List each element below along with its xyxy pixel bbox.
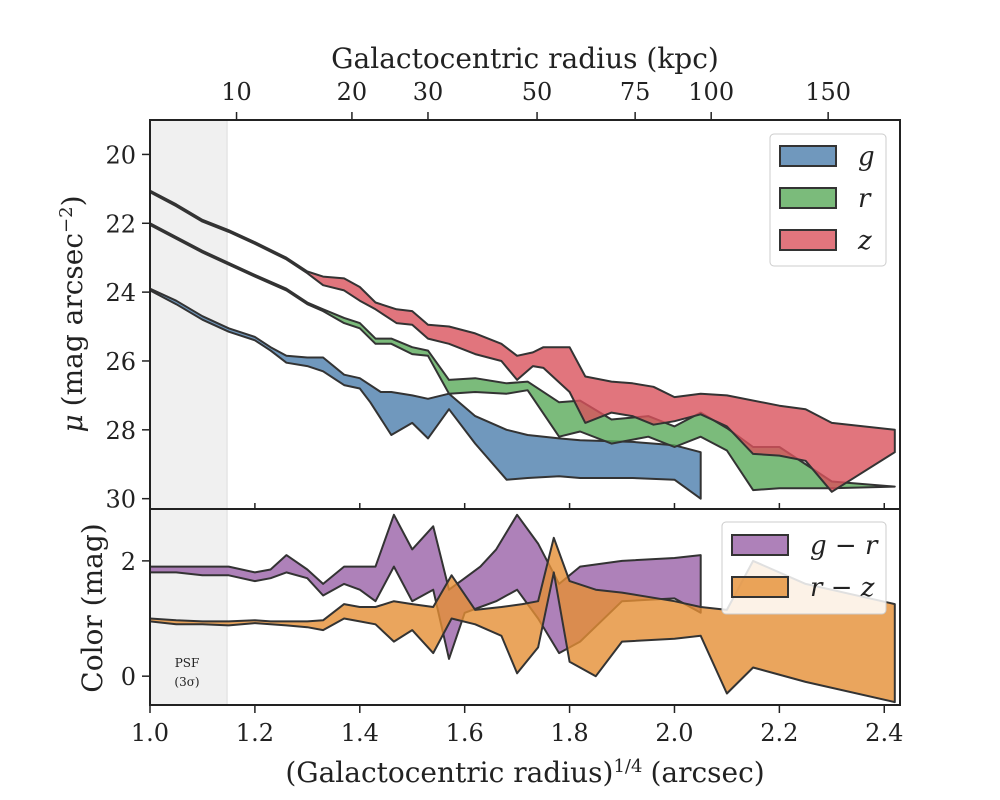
bot-ytick-label: 2 bbox=[121, 548, 136, 576]
bottom-xtick-label: 1.8 bbox=[550, 719, 588, 747]
top-band-z bbox=[149, 189, 896, 493]
bottom-panel-yticks: 02 bbox=[121, 548, 150, 691]
top-ytick-label: 24 bbox=[105, 279, 136, 307]
top-kpc-tick-label: 150 bbox=[805, 78, 851, 106]
top-legend-label: z bbox=[857, 226, 872, 256]
top-panel-ylabel-close: ) bbox=[56, 195, 89, 206]
top-legend-label: r bbox=[858, 184, 872, 214]
top-band-r bbox=[149, 222, 896, 492]
bottom-xtick-label: 1.2 bbox=[236, 719, 274, 747]
top-axis-kpc-ticks: 10 20 30 50 75 100 150 bbox=[221, 78, 851, 120]
bottom-panel-series bbox=[149, 513, 896, 704]
top-kpc-tick-label: 75 bbox=[620, 78, 651, 106]
top-panel-ylabel: μ (mag arcsec−2) bbox=[56, 195, 90, 432]
top-kpc-tick-label: 50 bbox=[522, 78, 553, 106]
top-band-g bbox=[149, 287, 702, 500]
top-panel: 20 22 24 26 28 30 10 20 30 50 75 100 150 Galactocen… bbox=[56, 42, 901, 514]
bottom-xlabel-exponent: 1/4 bbox=[613, 756, 642, 777]
bot-legend-swatch bbox=[731, 534, 789, 556]
top-panel-yticks: 20 22 24 26 28 30 bbox=[105, 141, 150, 514]
bot-legend-label: g − r bbox=[810, 531, 879, 561]
psf-annotation-line1: PSF bbox=[175, 656, 200, 670]
top-axis-label: Galactocentric radius (kpc) bbox=[331, 42, 719, 75]
bottom-xtick-label: 2.2 bbox=[760, 719, 798, 747]
bottom-xlabel-base: (Galactocentric radius) bbox=[285, 756, 613, 789]
top-kpc-tick-label: 10 bbox=[221, 78, 252, 106]
top-panel-ylabel-exponent: −2 bbox=[56, 206, 77, 233]
top-panel-ylabel-unit: (mag arcsec bbox=[56, 233, 89, 406]
bottom-xtick-label: 2.4 bbox=[865, 719, 903, 747]
bottom-xtick-label: 2.0 bbox=[655, 719, 693, 747]
bottom-xtick-label: 1.6 bbox=[446, 719, 484, 747]
top-legend-label: g bbox=[858, 142, 875, 172]
bottom-panel-ylabel: Color (mag) bbox=[76, 523, 109, 692]
top-legend: grz bbox=[769, 133, 887, 267]
bottom-panel-xticks: 1.0 1.2 1.4 1.6 1.8 2.0 2.2 2.4 bbox=[131, 705, 903, 747]
bot-legend-label: r − z bbox=[810, 573, 875, 603]
top-kpc-tick-label: 100 bbox=[688, 78, 734, 106]
top-legend-items: grz bbox=[779, 142, 875, 256]
top-ytick-label: 20 bbox=[105, 141, 136, 169]
bottom-panel-frame bbox=[149, 508, 901, 706]
top-legend-swatch bbox=[779, 187, 837, 209]
bottom-panel-psf-shade bbox=[149, 508, 228, 706]
top-panel-psf-shade bbox=[149, 119, 228, 510]
psf-annotation-line2: (3σ) bbox=[174, 675, 199, 689]
bottom-panel: 02 1.0 1.2 1.4 1.6 1.8 2.0 2.2 2.4 PSF (3σ) Col… bbox=[76, 508, 903, 790]
bottom-xlabel-unit: (arcsec) bbox=[650, 756, 764, 789]
top-legend-swatch bbox=[779, 229, 837, 251]
top-panel-ylabel-symbol: μ bbox=[56, 414, 89, 432]
top-legend-swatch bbox=[779, 145, 837, 167]
bottom-xtick-label: 1.0 bbox=[131, 719, 169, 747]
bot-legend-swatch bbox=[731, 576, 789, 598]
bottom-xtick-label: 1.4 bbox=[341, 719, 379, 747]
top-kpc-tick-label: 30 bbox=[413, 78, 444, 106]
top-ytick-label: 28 bbox=[105, 417, 136, 445]
top-ytick-label: 22 bbox=[105, 210, 136, 238]
bot-ytick-label: 0 bbox=[121, 663, 136, 691]
top-ytick-label: 30 bbox=[105, 486, 136, 514]
top-ytick-label: 26 bbox=[105, 348, 136, 376]
top-kpc-tick-label: 20 bbox=[337, 78, 368, 106]
bottom-legend-items: g − r r − z bbox=[731, 531, 879, 603]
top-panel-series bbox=[149, 189, 896, 500]
bottom-xlabel: (Galactocentric radius)1/4 (arcsec) bbox=[285, 756, 764, 790]
bot-band-rz bbox=[149, 536, 896, 704]
bottom-legend: g − r r − z bbox=[721, 521, 887, 615]
